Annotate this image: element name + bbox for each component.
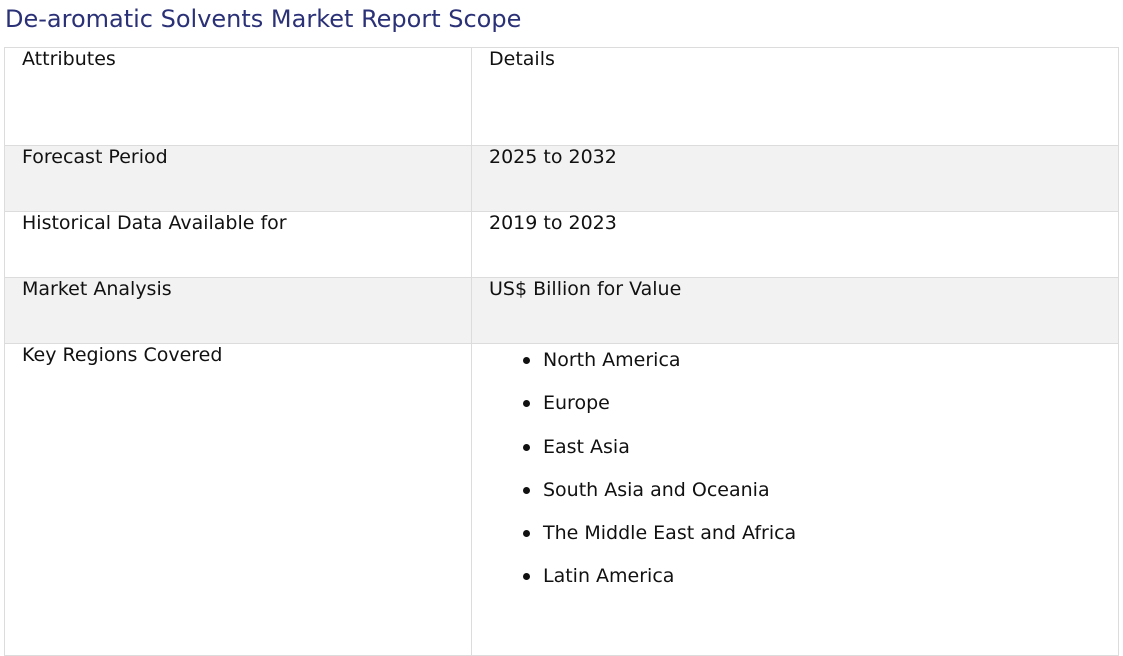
header-details: Details <box>471 47 1119 146</box>
bullet-icon <box>523 573 530 581</box>
regions-cell: North America Europe East Asia South Asi… <box>471 343 1119 656</box>
region-label: South Asia and Oceania <box>543 478 770 501</box>
row-attribute: Historical Data Available for <box>4 211 472 278</box>
list-item: South Asia and Oceania <box>523 479 1118 522</box>
bullet-icon <box>523 400 530 408</box>
list-item: Latin America <box>523 565 1118 608</box>
table-row: Forecast Period 2025 to 2032 <box>4 145 1119 212</box>
list-item: The Middle East and Africa <box>523 522 1118 565</box>
table-row: Market Analysis US$ Billion for Value <box>4 277 1119 344</box>
list-item: East Asia <box>523 436 1118 479</box>
row-detail: 2025 to 2032 <box>471 145 1119 212</box>
row-detail: 2019 to 2023 <box>471 211 1119 278</box>
page-title: De-aromatic Solvents Market Report Scope <box>5 5 522 33</box>
region-label: North America <box>543 349 681 371</box>
row-attribute: Key Regions Covered <box>4 343 472 656</box>
list-item: Europe <box>523 392 1118 435</box>
regions-list: North America Europe East Asia South Asi… <box>489 344 1118 609</box>
table-header-row: Attributes Details <box>4 47 1119 146</box>
region-label: Europe <box>543 392 610 415</box>
region-label: The Middle East and Africa <box>543 522 797 545</box>
region-label: East Asia <box>543 435 630 458</box>
header-attributes: Attributes <box>4 47 472 146</box>
report-scope-table: Attributes Details Forecast Period 2025 … <box>4 47 1119 656</box>
bullet-icon <box>523 486 530 494</box>
list-item: North America <box>523 349 1118 392</box>
row-attribute: Forecast Period <box>4 145 472 212</box>
row-attribute: Market Analysis <box>4 277 472 344</box>
bullet-icon <box>523 357 530 364</box>
bullet-icon <box>523 530 530 538</box>
region-label: Latin America <box>543 565 675 588</box>
bullet-icon <box>523 443 530 451</box>
table-row: Historical Data Available for 2019 to 20… <box>4 211 1119 278</box>
row-detail: US$ Billion for Value <box>471 277 1119 344</box>
table-row-regions: Key Regions Covered North America Europe… <box>4 343 1119 656</box>
